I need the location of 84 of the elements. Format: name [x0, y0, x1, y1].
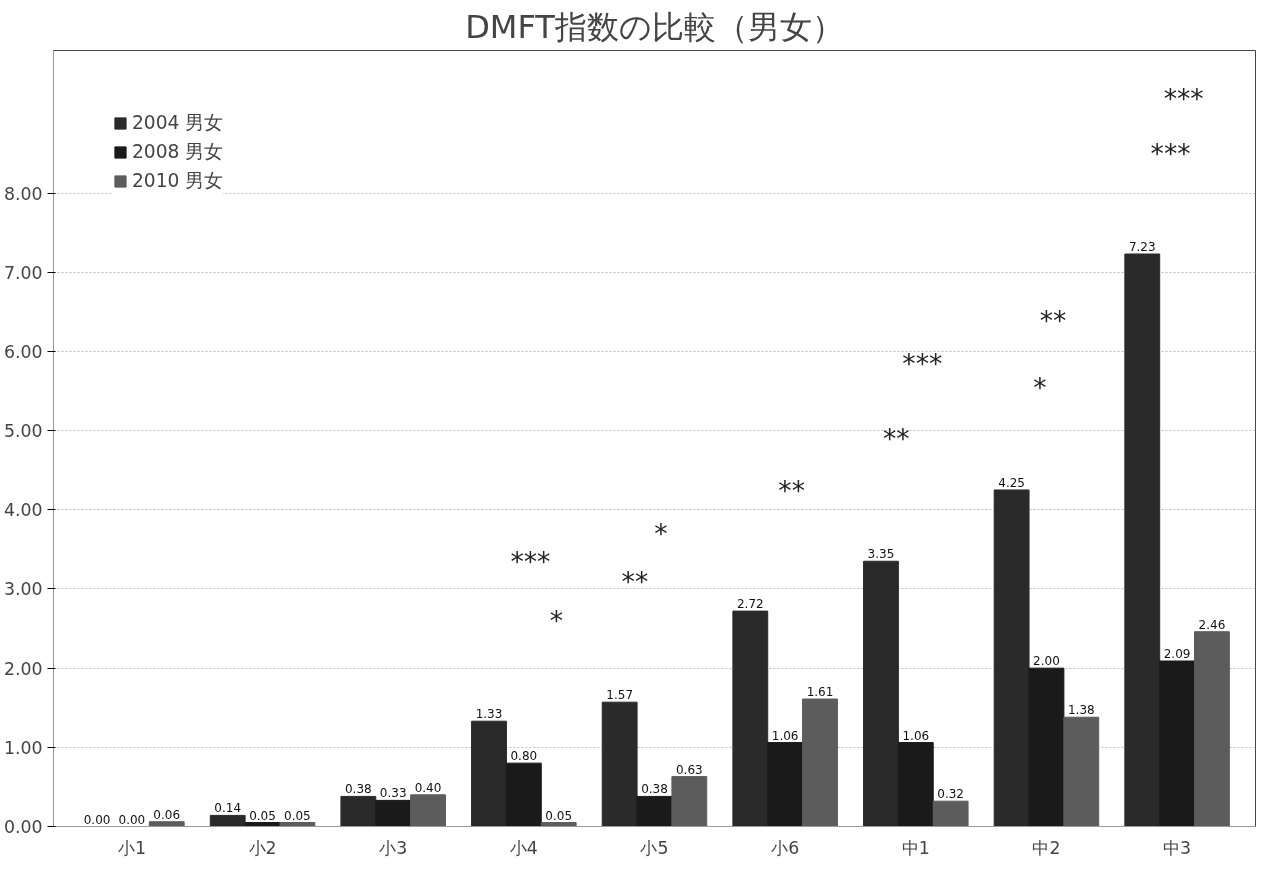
data-label: 7.23: [1128, 240, 1156, 254]
x-tick-label: 中2: [1032, 837, 1061, 858]
data-label: 1.06: [771, 728, 799, 743]
annotation: ***: [1163, 82, 1204, 114]
data-label: 3.35: [867, 547, 895, 562]
bar: [505, 762, 542, 827]
data-label: 0.38: [641, 782, 668, 797]
y-tick-label: 3.00: [3, 579, 43, 600]
legend-label: 2004 男女: [132, 111, 224, 135]
data-label: 0.40: [414, 780, 442, 795]
annotation: *: [654, 518, 668, 550]
data-label: 0.38: [345, 782, 372, 797]
data-label: 1.57: [606, 688, 634, 703]
data-label: 1.33: [475, 707, 503, 722]
data-label: 0.05: [284, 808, 311, 823]
bar: [767, 742, 804, 827]
data-label: 1.06: [902, 728, 930, 743]
bar: [993, 489, 1030, 827]
annotation: **: [1039, 304, 1067, 336]
data-label: 2.00: [1033, 654, 1060, 669]
data-label: 1.38: [1067, 703, 1095, 718]
bar: [540, 822, 577, 827]
annotation: **: [882, 423, 910, 455]
y-tick-label: 8.00: [3, 183, 43, 204]
y-tick-label: 1.00: [3, 737, 43, 758]
data-label: 2.46: [1198, 617, 1226, 632]
bar: [732, 610, 769, 827]
annotation: ***: [1150, 138, 1191, 170]
y-tick-label: 7.00: [3, 262, 43, 283]
bar: [932, 800, 969, 827]
bar: [471, 720, 507, 827]
bar: [410, 794, 446, 827]
bar: [802, 698, 838, 827]
x-tick-label: 小5: [640, 837, 669, 858]
x-tick-label: 中1: [901, 837, 930, 858]
data-label: 0.14: [214, 801, 242, 816]
y-tick-label: 5.00: [3, 421, 43, 442]
data-label: 4.25: [998, 475, 1025, 490]
bar: [1063, 716, 1100, 827]
annotation: ***: [510, 546, 551, 578]
data-label: 0.05: [249, 808, 276, 823]
bar: [1124, 253, 1161, 827]
data-label: 0.80: [510, 749, 538, 764]
annotation: *: [549, 605, 564, 637]
bar: [601, 701, 638, 827]
data-label: 2.72: [736, 597, 764, 612]
bar: [375, 799, 412, 827]
bar: [148, 821, 185, 827]
y-tick-label: 2.00: [3, 658, 43, 679]
bar: [1159, 660, 1196, 827]
data-label: 1.61: [806, 685, 834, 700]
data-label: 2.09: [1163, 647, 1191, 662]
bar: [671, 776, 708, 827]
bar: [863, 560, 899, 827]
bar: [1028, 667, 1065, 827]
bar: [897, 742, 934, 827]
annotation: **: [778, 474, 806, 506]
data-label: 0.63: [675, 762, 703, 777]
bar: [340, 795, 377, 827]
x-tick-label: 小1: [117, 837, 146, 858]
data-label: 0.00: [118, 812, 146, 827]
bar: [209, 814, 246, 827]
data-label: 0.32: [937, 787, 964, 802]
data-label: 0.33: [379, 786, 407, 801]
x-tick-label: 小4: [509, 837, 538, 858]
annotation: **: [621, 565, 649, 597]
y-tick-label: 0.00: [3, 817, 43, 837]
bar: [279, 822, 316, 827]
annotation: ***: [902, 348, 943, 380]
bar: [636, 795, 673, 827]
data-label: 0.06: [153, 807, 181, 822]
x-tick-label: 中3: [1163, 837, 1192, 858]
x-tick-label: 小6: [771, 837, 800, 858]
chart-title: DMFT指数の比較（男女）: [465, 7, 844, 46]
data-label: 0.05: [545, 808, 573, 823]
x-tick-label: 小3: [379, 837, 408, 858]
bar: [1194, 631, 1230, 827]
y-tick-label: 4.00: [3, 500, 43, 521]
legend-label: 2008 男女: [132, 140, 224, 164]
x-tick-label: 小2: [248, 837, 277, 858]
annotation: *: [1033, 371, 1047, 403]
y-tick-label: 6.00: [3, 341, 43, 362]
data-label: 0.00: [83, 812, 111, 827]
legend-label: 2010 男女: [132, 169, 224, 193]
